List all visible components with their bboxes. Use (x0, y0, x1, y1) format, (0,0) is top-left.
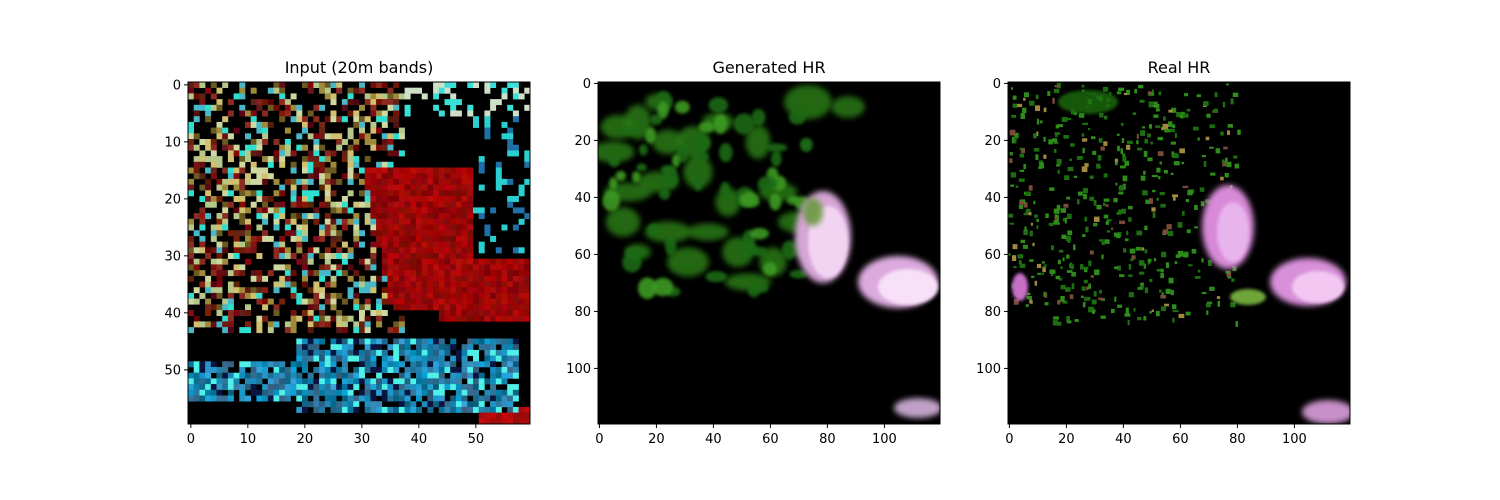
generated-image (598, 82, 940, 424)
x-tick-label: 0 (595, 432, 603, 447)
y-tick-label: 50 (164, 363, 181, 378)
x-tick-label: 60 (762, 432, 779, 447)
y-tick-label: 100 (566, 362, 591, 377)
x-tick-label: 40 (411, 432, 428, 447)
x-tick-label: 30 (354, 432, 371, 447)
y-tick-label: 30 (164, 249, 181, 264)
axes-frame (187, 81, 531, 425)
x-tick-label: 100 (1282, 432, 1307, 447)
x-tick-label: 10 (240, 432, 257, 447)
panel-real: Real HR 0 20 40 60 80 100 0 20 40 60 80 100 (976, 58, 1351, 447)
y-tick-label: 40 (984, 191, 1001, 206)
axes-frame (1007, 81, 1351, 425)
panel-title: Generated HR (712, 58, 825, 77)
input-image (188, 82, 530, 424)
x-tick-label: 0 (187, 432, 195, 447)
y-tick-label: 80 (984, 305, 1001, 320)
panel-title: Real HR (1148, 58, 1211, 77)
panel-generated: Generated HR 0 20 40 60 80 100 0 20 40 60 80 100 (566, 58, 941, 447)
panel-title: Input (20m bands) (285, 58, 434, 77)
y-tick-label: 20 (164, 192, 181, 207)
x-tick-label: 60 (1172, 432, 1189, 447)
y-tick-label: 40 (574, 191, 591, 206)
x-tick-label: 50 (468, 432, 485, 447)
y-tick-label: 0 (583, 77, 591, 92)
x-tick-label: 20 (1058, 432, 1075, 447)
y-tick-label: 0 (993, 77, 1001, 92)
x-tick-label: 40 (1115, 432, 1132, 447)
x-tick-label: 20 (648, 432, 665, 447)
y-tick-label: 60 (984, 248, 1001, 263)
y-tick-label: 100 (976, 362, 1001, 377)
y-tick-label: 20 (574, 134, 591, 149)
y-tick-label: 80 (574, 305, 591, 320)
x-tick-label: 100 (872, 432, 897, 447)
x-tick-label: 80 (819, 432, 836, 447)
axes-frame (597, 81, 941, 425)
y-tick-label: 40 (164, 306, 181, 321)
y-tick-label: 0 (173, 78, 181, 93)
x-tick-label: 20 (297, 432, 314, 447)
x-tick-label: 0 (1005, 432, 1013, 447)
y-tick-label: 20 (984, 134, 1001, 149)
real-image (1008, 82, 1350, 424)
panel-input: Input (20m bands) 0 10 20 30 40 50 0 10 20 30 40 50 (164, 58, 531, 447)
x-tick-label: 80 (1229, 432, 1246, 447)
y-tick-label: 10 (164, 135, 181, 150)
y-tick-label: 60 (574, 248, 591, 263)
x-tick-label: 40 (705, 432, 722, 447)
